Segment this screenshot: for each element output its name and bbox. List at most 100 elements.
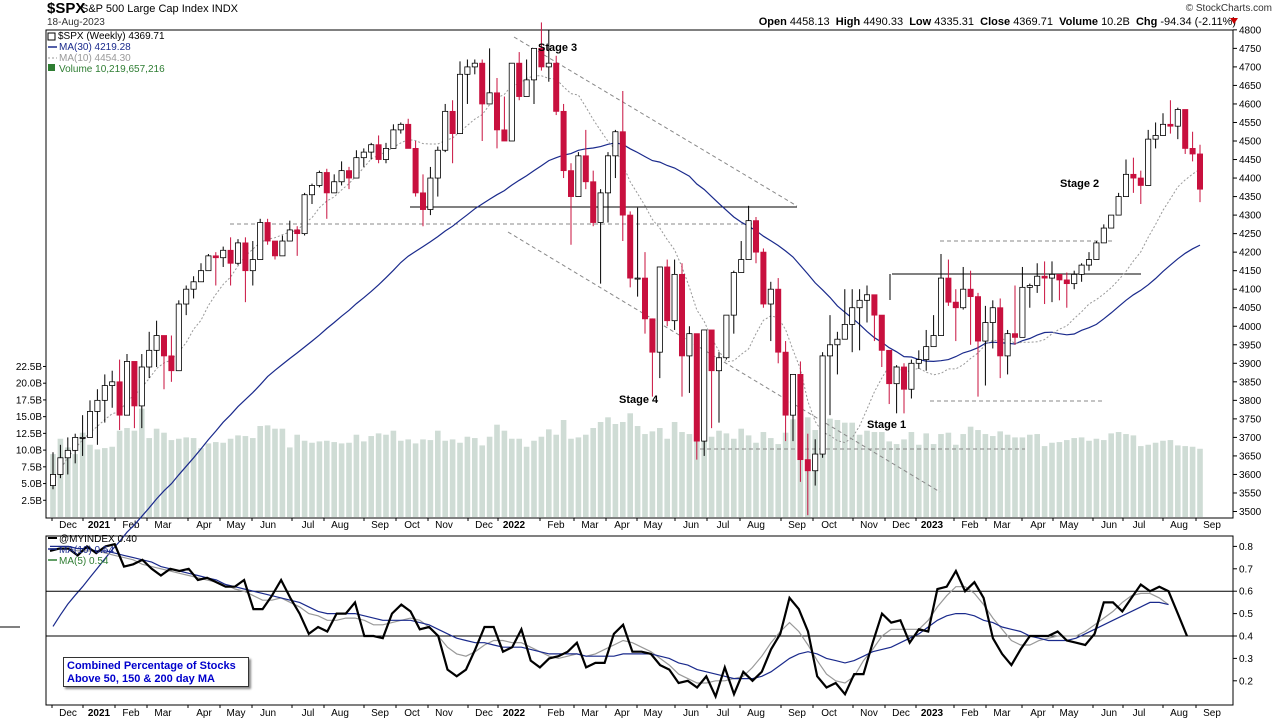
price-tick-label: 4350 <box>1239 192 1262 203</box>
volume-bar <box>975 430 981 517</box>
volume-bar <box>435 430 441 517</box>
volume-tick-label: 7.5B <box>21 462 42 473</box>
candle-body <box>405 123 412 149</box>
volume-bar <box>1101 440 1107 517</box>
candle-body <box>138 366 145 407</box>
open-value: 4458.13 <box>789 16 830 28</box>
volume-bar <box>916 444 922 517</box>
x-axis-label: Mar <box>581 708 599 719</box>
x-axis-label: May <box>644 520 663 531</box>
x-axis-label: Nov <box>435 520 453 531</box>
volume-tick-label: 2.5B <box>21 496 42 507</box>
candle-body <box>1071 273 1078 285</box>
candle-body <box>590 181 597 223</box>
volume-bar <box>227 438 234 517</box>
volume-bar <box>1049 442 1055 517</box>
price-tick-label: 4050 <box>1239 303 1262 314</box>
candle-body <box>249 259 256 272</box>
volume-bar <box>87 444 93 517</box>
x-axis-label: May <box>644 708 663 719</box>
volume-bar <box>331 442 337 517</box>
volume-bar <box>457 442 463 517</box>
volume-bar <box>516 438 522 517</box>
candle-body <box>597 192 604 223</box>
trendline <box>513 36 798 207</box>
chart-date: 18-Aug-2023 <box>47 17 105 28</box>
candle-body <box>212 255 219 259</box>
candle-body <box>545 62 552 68</box>
x-axis-label: Dec <box>475 708 493 719</box>
volume-bar <box>494 424 500 517</box>
x-axis-label: Dec <box>475 520 493 531</box>
candle-body <box>1197 153 1204 190</box>
volume-bar <box>124 428 130 517</box>
volume-bar <box>398 440 404 517</box>
x-axis-label: Aug <box>747 708 765 719</box>
price-tick-label: 4300 <box>1239 211 1262 222</box>
candle-body <box>738 259 745 273</box>
volume-bar <box>353 434 360 517</box>
x-axis-label: Feb <box>547 708 565 719</box>
candle-body <box>553 62 560 112</box>
volume-bar <box>309 442 315 517</box>
x-axis-label: Mar <box>154 708 172 719</box>
candle-body <box>915 359 922 364</box>
candle-body <box>479 62 486 105</box>
volume-bar <box>775 444 781 517</box>
candle-body <box>72 436 79 451</box>
volume-bar <box>620 422 626 517</box>
volume-tick-label: 20.0B <box>16 379 42 390</box>
indicator-tick-label: 0.6 <box>1239 587 1253 598</box>
volume-bar <box>412 443 419 517</box>
down-arrow-icon <box>1230 18 1238 24</box>
high-label: High <box>835 16 861 28</box>
volume-tick-label: 10.0B <box>16 446 42 457</box>
x-axis-label: Oct <box>821 520 837 531</box>
indicator-tick-label: 0.8 <box>1239 542 1253 553</box>
volume-bar <box>923 433 929 517</box>
candle-body <box>124 361 131 416</box>
x-axis-label: Jun <box>683 520 699 531</box>
volume-bar <box>72 454 78 517</box>
volume-bar <box>960 434 966 517</box>
close-value: 4369.71 <box>1013 16 1053 28</box>
candle-body <box>419 192 426 210</box>
stage-annotation: Stage 4 <box>619 394 659 406</box>
x-axis-label: Mar <box>993 708 1011 719</box>
candle-body <box>1012 333 1019 338</box>
candle-body <box>930 335 937 348</box>
candle-body <box>1160 123 1167 136</box>
volume-bar <box>701 426 707 517</box>
volume-bar <box>731 438 737 517</box>
volume-bar <box>235 435 241 517</box>
volume-bar <box>716 430 722 517</box>
volume-bar <box>745 435 752 517</box>
volume-bar <box>509 438 515 517</box>
price-tick-label: 3900 <box>1239 359 1262 370</box>
price-tick-label: 4200 <box>1239 248 1262 259</box>
volume-bar <box>375 433 382 517</box>
candle-body <box>1123 173 1130 197</box>
candle-body <box>538 47 545 68</box>
candle-body <box>50 474 57 486</box>
candle-body <box>834 338 841 346</box>
candle-body <box>1041 275 1048 279</box>
candle-body <box>168 355 175 372</box>
volume-bar <box>1182 446 1188 517</box>
candle-body <box>760 251 767 305</box>
low-label: Low <box>909 16 932 28</box>
x-axis-label: Sep <box>371 520 389 531</box>
volume-bar <box>1071 438 1077 517</box>
volume-bar <box>109 446 115 517</box>
candle-body <box>368 144 375 153</box>
candle-body <box>982 322 989 342</box>
volume-bar <box>849 422 855 517</box>
candle-body <box>582 155 589 183</box>
volume-bar <box>449 439 456 517</box>
candle-body <box>730 272 737 316</box>
candle-body <box>131 361 138 407</box>
volume-bar <box>1189 446 1196 517</box>
volume-bar <box>782 432 789 517</box>
legend-entry: MA(30) 4219.28 <box>59 42 131 53</box>
